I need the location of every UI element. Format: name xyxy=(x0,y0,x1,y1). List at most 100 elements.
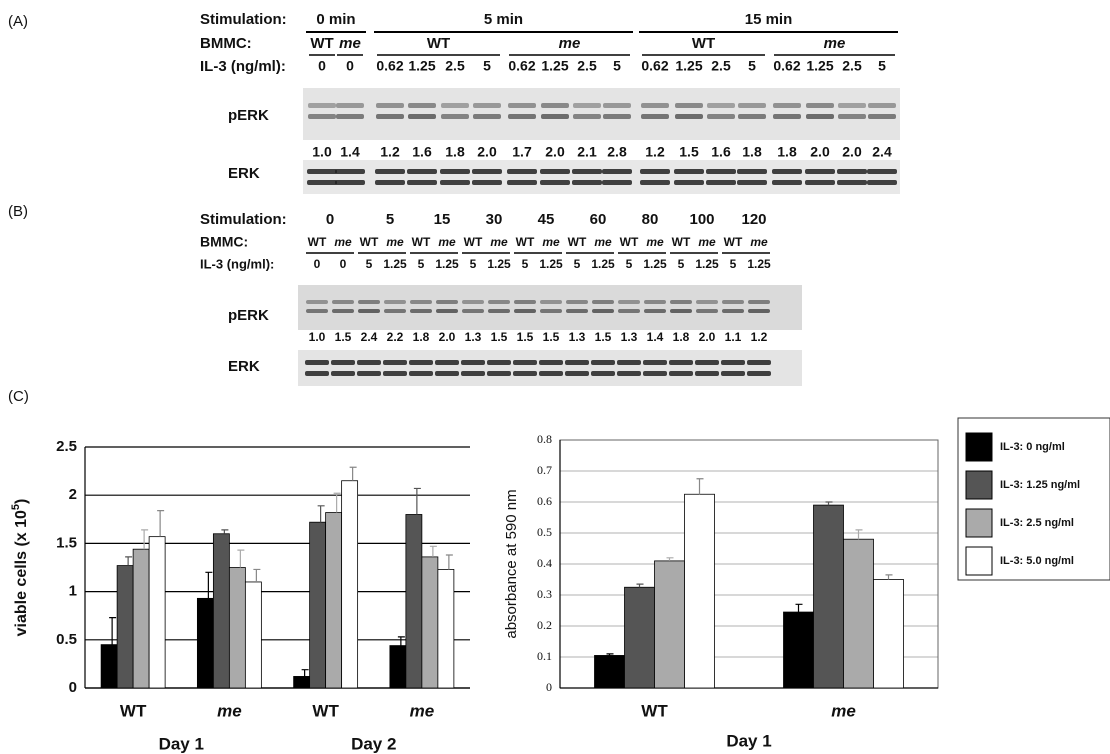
label: me xyxy=(339,35,361,52)
band xyxy=(332,309,354,313)
label: 5 min xyxy=(484,11,523,28)
band xyxy=(375,180,405,185)
band xyxy=(669,360,693,365)
y-tick-label: 0.6 xyxy=(537,494,552,508)
label: 45 xyxy=(538,211,555,228)
label: 5 xyxy=(418,257,425,271)
error-bar xyxy=(141,530,148,549)
band xyxy=(436,309,458,313)
label: 2.0 xyxy=(699,330,716,344)
bar xyxy=(149,537,165,688)
error-bar xyxy=(697,479,704,495)
band xyxy=(572,169,602,174)
label: 1.25 xyxy=(806,58,833,74)
label: IL-3 (ng/ml): xyxy=(200,58,286,75)
legend-swatch xyxy=(966,433,992,461)
band xyxy=(336,114,364,119)
band xyxy=(410,300,432,304)
label: IL-3 (ng/ml): xyxy=(200,256,274,271)
label: 1.5 xyxy=(543,330,560,344)
label: 2.0 xyxy=(477,144,497,160)
band xyxy=(357,371,381,376)
bar xyxy=(101,645,117,688)
band xyxy=(440,169,470,174)
bar xyxy=(784,612,814,688)
bar xyxy=(342,481,358,688)
band xyxy=(706,180,736,185)
x-tick-label: me xyxy=(831,701,856,720)
band xyxy=(514,309,536,313)
y-axis-label-end: ) xyxy=(13,499,30,504)
label: ERK xyxy=(228,358,260,375)
band xyxy=(332,300,354,304)
label: 2.5 xyxy=(711,58,731,74)
band xyxy=(838,103,866,108)
label: 2.1 xyxy=(577,144,597,160)
x-tick-label: WT xyxy=(312,701,339,720)
label: 0.62 xyxy=(508,58,535,74)
y-tick-label: 1.5 xyxy=(56,534,77,551)
label: Stimulation: xyxy=(200,11,287,28)
band xyxy=(670,309,692,313)
band xyxy=(738,103,766,108)
label: 5 xyxy=(878,58,886,74)
blot xyxy=(298,285,802,330)
band xyxy=(436,300,458,304)
group-label: Day 1 xyxy=(159,734,204,753)
error-bar xyxy=(856,530,863,539)
band xyxy=(358,309,380,313)
label: BMMC: xyxy=(200,35,252,52)
band xyxy=(641,114,669,119)
label: BMMC: xyxy=(200,234,248,250)
band xyxy=(408,114,436,119)
band xyxy=(507,180,537,185)
band xyxy=(435,371,459,376)
label: 0 xyxy=(318,58,326,74)
label: 1.25 xyxy=(747,257,771,271)
band xyxy=(383,360,407,365)
band xyxy=(306,300,328,304)
band xyxy=(773,103,801,108)
label: me xyxy=(559,35,581,52)
band xyxy=(305,371,329,376)
band xyxy=(643,360,667,365)
label: 2.5 xyxy=(445,58,465,74)
band xyxy=(541,103,569,108)
label: 1.25 xyxy=(643,257,667,271)
legend-swatch xyxy=(966,547,992,575)
band xyxy=(737,180,767,185)
y-tick-label: 0.5 xyxy=(56,631,77,648)
band xyxy=(541,114,569,119)
label: 5 xyxy=(483,58,491,74)
label: 2.4 xyxy=(872,144,892,160)
label: ERK xyxy=(228,165,260,182)
band xyxy=(408,103,436,108)
bar xyxy=(310,522,326,688)
label: 1.8 xyxy=(445,144,465,160)
band xyxy=(383,371,407,376)
label: 1.25 xyxy=(487,257,511,271)
band xyxy=(358,300,380,304)
band xyxy=(721,360,745,365)
y-axis-label: absorbance at 590 nm xyxy=(503,489,520,638)
band xyxy=(331,371,355,376)
y-tick-label: 0.7 xyxy=(537,463,552,477)
label: pERK xyxy=(228,107,269,124)
label: me xyxy=(386,235,404,249)
band xyxy=(461,360,485,365)
band xyxy=(487,360,511,365)
band xyxy=(592,309,614,313)
label: 1.25 xyxy=(435,257,459,271)
label: me xyxy=(334,235,352,249)
label: WT xyxy=(516,235,535,249)
y-tick-label: 0.8 xyxy=(537,432,552,446)
band xyxy=(384,309,406,313)
label: WT xyxy=(568,235,587,249)
band xyxy=(640,169,670,174)
label: 2.4 xyxy=(361,330,378,344)
label: me xyxy=(646,235,664,249)
label: 1.8 xyxy=(413,330,430,344)
label: me xyxy=(698,235,716,249)
blot xyxy=(303,160,900,194)
band xyxy=(837,180,867,185)
